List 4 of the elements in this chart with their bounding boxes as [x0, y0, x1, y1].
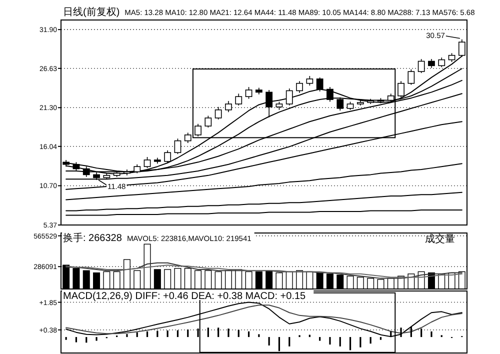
annotation: 成交量: [425, 233, 455, 245]
chart-title: MACD(12,26,9) DIFF: +0.46 DEA: +0.38 MACD: +0.15: [63, 291, 306, 302]
chart-title: 日线(前复权): [63, 6, 120, 18]
chart-title: 换手: 266328: [63, 232, 122, 244]
